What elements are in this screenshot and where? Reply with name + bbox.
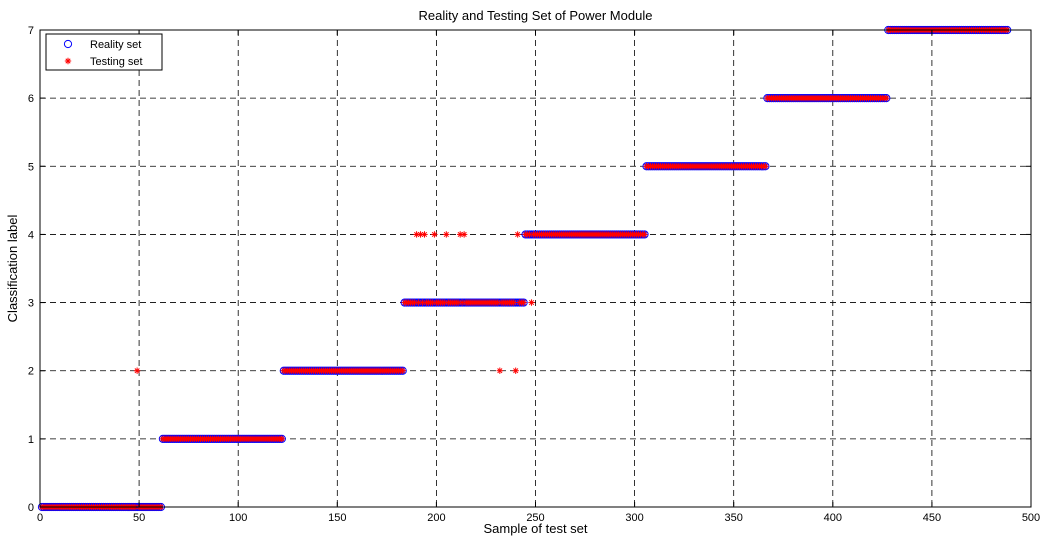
testing-point [443,231,450,238]
testing-point [429,299,436,306]
testing-point [496,367,504,374]
testing-point [641,231,648,238]
y-tick-label: 1 [28,434,34,446]
testing-point [494,299,502,306]
testing-point [883,94,890,102]
x-tick-label: 50 [133,512,145,524]
y-axis-label: Classification label [5,215,20,323]
legend-item-reality-set: Reality set [63,39,141,51]
axis-ticks: 0 50 100 150 200 250 300 350 400 450 500 0 1 2 3 4 5 6 7 [28,25,1040,524]
y-tick-label: 6 [28,93,34,105]
y-tick-label: 5 [28,161,34,173]
y-tick-label: 4 [28,229,34,241]
testing-point [431,231,438,238]
x-tick-label: 500 [1022,512,1040,524]
legend-box [45,33,163,71]
testing-point [460,231,468,238]
testing-point [456,231,464,238]
testing-point [510,299,517,306]
x-tick-label: 0 [37,512,43,524]
x-tick-label: 250 [526,512,544,524]
data-marks [37,25,1012,512]
legend-item-testing-set: Testing set [64,56,143,68]
y-tick-label: 0 [28,502,34,514]
x-tick-label: 350 [725,512,743,524]
testing-point [512,367,519,374]
x-tick-label: 450 [923,512,941,524]
legend-circle-marker [63,39,73,49]
testing-point [762,163,769,170]
testing-point [441,299,448,306]
testing-point [133,367,141,374]
plot-area [40,30,1031,507]
testing-point [514,231,521,238]
testing-point [399,367,406,374]
legend-label-reality-set: Reality set [90,39,141,51]
x-tick-label: 300 [625,512,643,524]
x-tick-label: 150 [328,512,346,524]
x-tick-label: 200 [427,512,445,524]
testing-point [528,299,535,306]
legend: Reality set Testing set [45,33,163,71]
y-tick-label: 7 [28,25,34,37]
testing-point [421,231,428,238]
y-tick-label: 2 [28,366,34,378]
legend-asterisk-marker [64,57,72,65]
testing-point [458,299,466,306]
chart-title: Reality and Testing Set of Power Module [419,8,653,23]
y-tick-label: 3 [28,298,34,310]
x-tick-label: 400 [824,512,842,524]
testing-point [520,299,527,306]
legend-asterisk [64,57,72,65]
series-testing-set [38,26,1011,511]
x-tick-label: 100 [229,512,247,524]
testing-point [278,435,286,443]
x-axis-label: Sample of test set [483,521,587,536]
legend-label-testing-set: Testing set [90,56,143,68]
